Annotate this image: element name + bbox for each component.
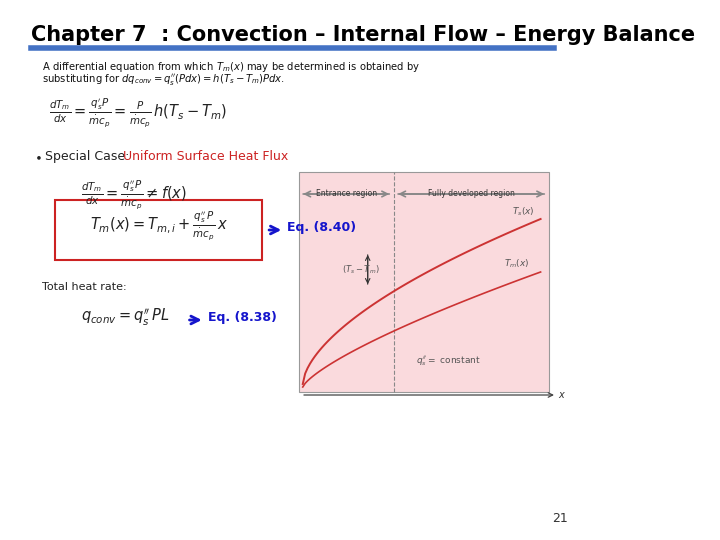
Text: $\frac{dT_m}{dx} = \frac{q_s' P}{\dot{m}c_p} = \frac{P}{\dot{m}c_p}\,h(T_s - T_m: $\frac{dT_m}{dx} = \frac{q_s' P}{\dot{m}… xyxy=(49,96,227,129)
Text: Eq. (8.40): Eq. (8.40) xyxy=(287,221,356,234)
Text: $q_{conv} = q_s''\,PL$: $q_{conv} = q_s''\,PL$ xyxy=(81,307,170,328)
Text: Eq. (8.38): Eq. (8.38) xyxy=(208,312,276,325)
Text: $(T_s - T_m)$: $(T_s - T_m)$ xyxy=(342,263,379,276)
Text: Special Case:: Special Case: xyxy=(45,150,134,163)
Text: $T_m(x)$: $T_m(x)$ xyxy=(504,258,529,271)
Bar xyxy=(299,172,549,392)
Text: Uniform Surface Heat Flux: Uniform Surface Heat Flux xyxy=(123,150,289,163)
Text: Fully developed region: Fully developed region xyxy=(428,188,515,198)
Text: substituting for $dq_{conv} = q_s''(Pdx) = h(T_s - T_m)Pdx$.: substituting for $dq_{conv} = q_s''(Pdx)… xyxy=(42,72,285,87)
Text: 21: 21 xyxy=(552,512,568,525)
Text: $q_s'' = $ constant: $q_s'' = $ constant xyxy=(416,355,481,368)
Text: A differential equation from which $T_m(x)$ may be determined is obtained by: A differential equation from which $T_m(… xyxy=(42,60,420,74)
Text: $x$: $x$ xyxy=(559,390,567,400)
Text: Entrance region: Entrance region xyxy=(315,188,377,198)
Text: $T_s(x)$: $T_s(x)$ xyxy=(512,205,535,218)
Text: Total heat rate:: Total heat rate: xyxy=(42,282,127,292)
Text: $\frac{dT_m}{dx} = \frac{q_s'' P}{\dot{m}c_p} \neq f(x)$: $\frac{dT_m}{dx} = \frac{q_s'' P}{\dot{m… xyxy=(81,178,187,211)
Text: $\bullet$: $\bullet$ xyxy=(34,150,42,163)
Text: Chapter 7  : Convection – Internal Flow – Energy Balance: Chapter 7 : Convection – Internal Flow –… xyxy=(31,25,695,45)
Text: $T_m(x) = T_{m,i} + \frac{q_s''\,P}{\dot{m}c_p}\,x$: $T_m(x) = T_{m,i} + \frac{q_s''\,P}{\dot… xyxy=(89,210,228,242)
Bar xyxy=(55,200,262,260)
